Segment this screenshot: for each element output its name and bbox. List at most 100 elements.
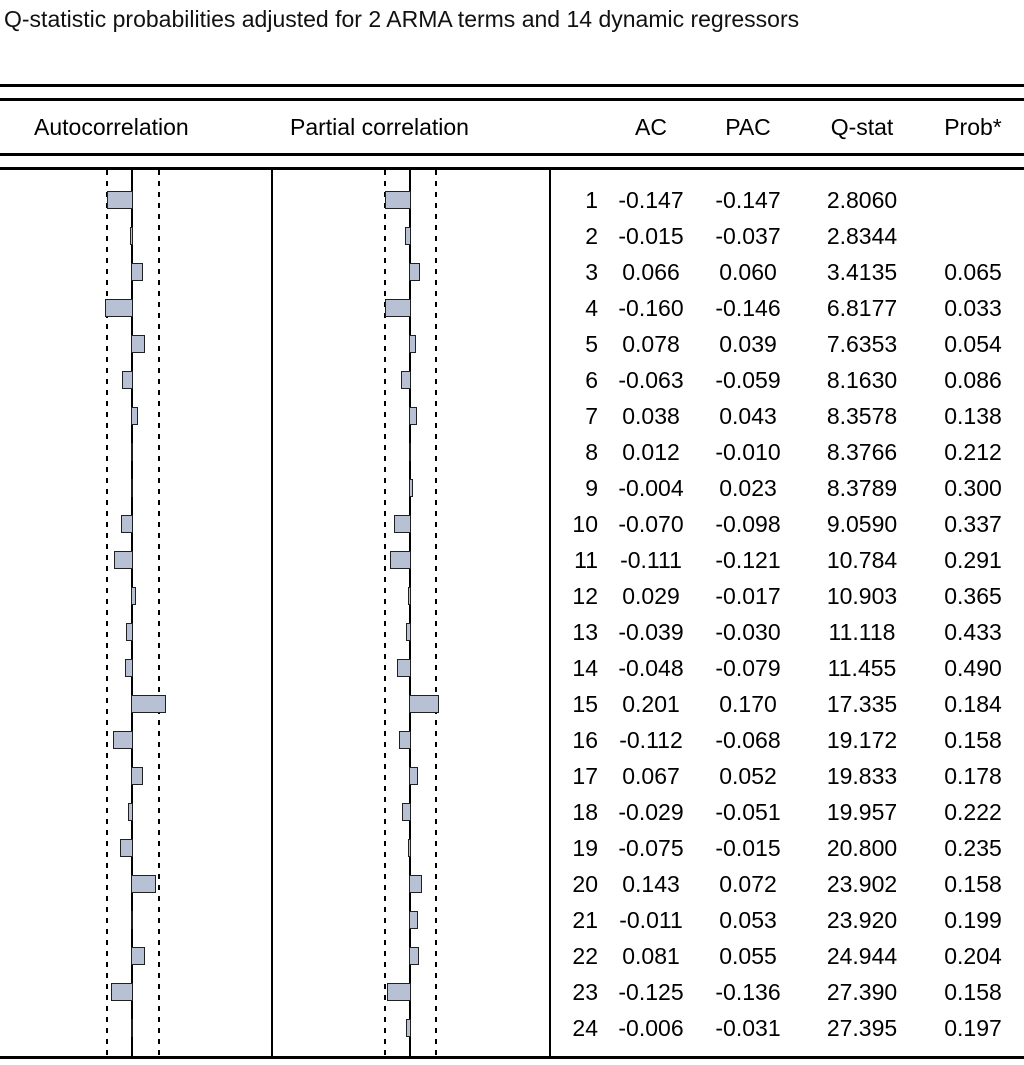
pac-upper-band-line — [435, 170, 437, 1056]
pac-bar — [389, 551, 411, 569]
prob-value: 0.433 — [944, 619, 1002, 645]
prob-value: 0.138 — [944, 403, 1002, 429]
ac-bar — [131, 263, 143, 281]
qstat-value: 19.833 — [826, 763, 898, 789]
prob-value: 0.199 — [944, 907, 1002, 933]
pac-bar — [409, 335, 416, 353]
table-divider-line — [549, 170, 551, 1056]
ac-bar — [119, 839, 133, 857]
lag-number: 3 — [585, 259, 598, 285]
correlogram-row: 23 -0.125 -0.136 27.390 0.158 — [0, 974, 1024, 1010]
pac-value: 0.072 — [719, 871, 777, 897]
pac-value: -0.031 — [715, 1015, 781, 1041]
prob-value: 0.300 — [944, 475, 1002, 501]
lag-number: 15 — [572, 691, 598, 717]
pac-value: -0.098 — [715, 511, 781, 537]
qstat-value: 20.800 — [826, 835, 898, 861]
correlogram-row: 12 0.029 -0.017 10.903 0.365 — [0, 578, 1024, 614]
lag-number: 12 — [572, 583, 598, 609]
pac-value: 0.053 — [719, 907, 777, 933]
prob-value: 0.065 — [944, 259, 1002, 285]
ac-value: -0.004 — [618, 475, 684, 501]
pac-value: 0.023 — [719, 475, 777, 501]
lag-number: 22 — [572, 943, 598, 969]
qstat-value: 3.4135 — [826, 259, 898, 285]
pac-value: -0.030 — [715, 619, 781, 645]
prob-value: 0.291 — [944, 547, 1002, 573]
ac-bar — [131, 443, 134, 461]
pac-bar — [397, 659, 411, 677]
correlogram-row: 2 -0.015 -0.037 2.8344 — [0, 218, 1024, 254]
lag-number: 21 — [572, 907, 598, 933]
correlogram-row: 14 -0.048 -0.079 11.455 0.490 — [0, 650, 1024, 686]
ac-value: -0.125 — [618, 979, 684, 1005]
correlogram-row: 1 -0.147 -0.147 2.8060 — [0, 182, 1024, 218]
pac-value: -0.136 — [715, 979, 781, 1005]
header-autocorrelation: Autocorrelation — [34, 114, 189, 140]
prob-value: 0.365 — [944, 583, 1002, 609]
qstat-value: 2.8060 — [826, 187, 898, 213]
prob-value: 0.490 — [944, 655, 1002, 681]
page-title: Q-statistic probabilities adjusted for 2… — [4, 6, 800, 32]
pac-value: -0.051 — [715, 799, 781, 825]
column-header-row: Autocorrelation Partial correlation AC P… — [0, 101, 1024, 153]
qstat-value: 8.3789 — [826, 475, 898, 501]
ac-lower-band-line — [106, 170, 108, 1056]
ac-bar — [113, 731, 133, 749]
correlogram-row: 13 -0.039 -0.030 11.118 0.433 — [0, 614, 1024, 650]
correlogram-row: 24 -0.006 -0.031 27.395 0.197 — [0, 1010, 1024, 1046]
ac-value: 0.078 — [622, 331, 680, 357]
pac-bar — [393, 515, 411, 533]
pac-bar — [387, 983, 411, 1001]
prob-value — [924, 182, 1022, 218]
pac-bar — [409, 695, 439, 713]
pac-bar — [404, 227, 411, 245]
ac-value: -0.063 — [618, 367, 684, 393]
pac-value: -0.037 — [715, 223, 781, 249]
pac-value: -0.121 — [715, 547, 781, 573]
prob-value: 0.178 — [944, 763, 1002, 789]
pac-bar — [409, 407, 417, 425]
pac-bar — [408, 839, 411, 857]
lag-number: 6 — [585, 367, 598, 393]
qstat-value: 23.920 — [826, 907, 898, 933]
lag-number: 4 — [585, 295, 598, 321]
ac-bar — [120, 515, 133, 533]
prob-value: 0.033 — [944, 295, 1002, 321]
qstat-value: 19.957 — [826, 799, 898, 825]
ac-bar — [131, 695, 167, 713]
pac-bar — [402, 803, 411, 821]
correlogram-body: 1 -0.147 -0.147 2.8060 2 -0.015 -0.037 2.8344 3 0… — [0, 170, 1024, 1056]
prob-value: 0.158 — [944, 727, 1002, 753]
pac-bar — [408, 587, 411, 605]
prob-value: 0.086 — [944, 367, 1002, 393]
qstat-value: 11.118 — [828, 619, 896, 645]
ac-zero-line — [131, 170, 133, 1056]
lag-number: 1 — [585, 187, 598, 213]
panel-divider-line — [271, 170, 273, 1056]
qstat-value: 10.784 — [826, 547, 898, 573]
prob-value: 0.158 — [944, 871, 1002, 897]
qstat-value: 27.395 — [826, 1015, 898, 1041]
lag-number: 14 — [572, 655, 598, 681]
pac-value: -0.015 — [715, 835, 781, 861]
lag-number: 13 — [572, 619, 598, 645]
qstat-value: 6.8177 — [826, 295, 898, 321]
bottom-double-rule — [0, 1056, 1024, 1065]
lag-number: 17 — [572, 763, 598, 789]
lag-number: 18 — [572, 799, 598, 825]
top-double-rule — [0, 84, 1024, 101]
correlogram-row: 3 0.066 0.060 3.4135 0.065 — [0, 254, 1024, 290]
header-q-stat: Q-stat — [830, 114, 894, 140]
ac-value: -0.160 — [618, 295, 684, 321]
header-double-rule — [0, 153, 1024, 170]
lag-number: 7 — [585, 403, 598, 429]
qstat-value: 10.903 — [826, 583, 898, 609]
correlogram-row: 4 -0.160 -0.146 6.8177 0.033 — [0, 290, 1024, 326]
qstat-value: 19.172 — [826, 727, 898, 753]
header-pac: PAC — [725, 114, 771, 140]
qstat-value: 27.390 — [826, 979, 898, 1005]
pac-value: 0.055 — [719, 943, 777, 969]
correlogram-row: 18 -0.029 -0.051 19.957 0.222 — [0, 794, 1024, 830]
ac-value: -0.048 — [618, 655, 684, 681]
